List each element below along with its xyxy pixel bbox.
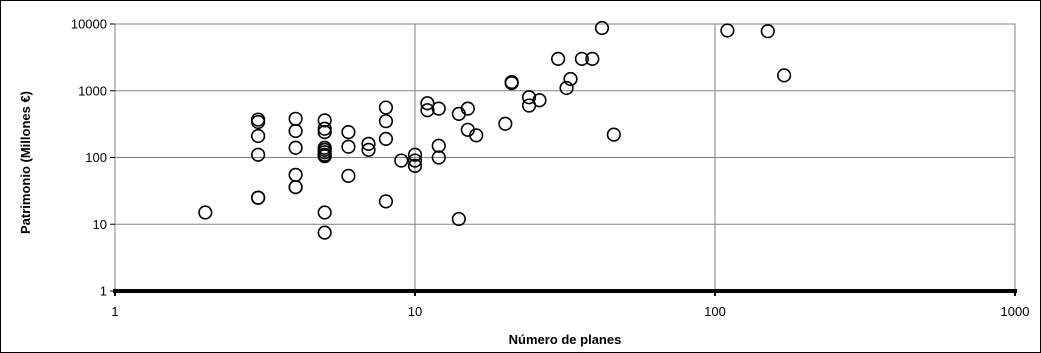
data-point bbox=[606, 127, 621, 142]
data-point bbox=[251, 147, 266, 162]
data-point bbox=[288, 180, 303, 195]
data-point bbox=[469, 128, 484, 143]
data-point bbox=[378, 100, 394, 115]
data-point bbox=[317, 113, 332, 128]
data-point bbox=[574, 51, 589, 67]
data-point bbox=[251, 128, 266, 144]
y-tick-label: 10000 bbox=[71, 17, 107, 32]
data-point bbox=[288, 111, 303, 126]
data-point bbox=[498, 116, 513, 131]
data-point bbox=[407, 158, 423, 173]
x-tick-label: 1 bbox=[111, 304, 118, 319]
data-point bbox=[378, 194, 394, 209]
data-point bbox=[532, 93, 547, 108]
data-point bbox=[777, 68, 792, 83]
data-point bbox=[431, 101, 446, 116]
data-point bbox=[361, 142, 376, 157]
data-point bbox=[317, 205, 332, 220]
data-point bbox=[378, 131, 394, 146]
data-point bbox=[317, 225, 332, 240]
data-point bbox=[760, 24, 775, 39]
y-tick-label: 1 bbox=[100, 284, 107, 299]
y-axis-title: Patrimonio (Millones €) bbox=[18, 91, 33, 234]
data-point bbox=[341, 139, 356, 154]
data-point bbox=[341, 168, 356, 184]
data-point bbox=[378, 114, 394, 129]
y-tick-label: 10 bbox=[93, 217, 107, 232]
data-point bbox=[431, 150, 446, 165]
data-point bbox=[361, 136, 376, 151]
data-point bbox=[585, 51, 600, 67]
data-point bbox=[251, 114, 266, 130]
data-point bbox=[460, 101, 475, 116]
x-tick-label: 10 bbox=[408, 304, 422, 319]
gridlines bbox=[114, 23, 1016, 292]
x-tick-label: 1000 bbox=[1001, 304, 1030, 319]
data-point bbox=[317, 148, 332, 164]
data-point bbox=[431, 138, 446, 153]
data-point bbox=[251, 190, 266, 205]
data-point bbox=[451, 211, 466, 227]
data-point bbox=[317, 125, 332, 140]
data-point bbox=[594, 20, 610, 36]
data-point bbox=[394, 153, 409, 168]
data-point bbox=[317, 121, 332, 136]
y-tick-label: 1000 bbox=[78, 83, 107, 98]
data-point bbox=[420, 96, 435, 111]
data-point bbox=[521, 90, 537, 105]
data-point bbox=[563, 71, 578, 87]
data-point bbox=[407, 147, 423, 162]
x-axis-title: Número de planes bbox=[509, 332, 622, 347]
data-point bbox=[288, 167, 303, 182]
x-tick-labels: 1 10 100 1000 bbox=[111, 291, 1029, 319]
x-tick-label: 100 bbox=[704, 304, 726, 319]
data-point bbox=[198, 205, 213, 220]
y-tick-labels: 1 10 100 1000 10000 bbox=[71, 17, 115, 299]
data-point bbox=[720, 23, 735, 38]
data-point bbox=[559, 80, 574, 96]
data-point bbox=[504, 74, 519, 90]
data-point bbox=[341, 125, 356, 140]
data-point bbox=[288, 140, 303, 155]
data-point bbox=[407, 153, 423, 168]
data-point bbox=[288, 123, 303, 139]
y-tick-label: 100 bbox=[85, 150, 107, 165]
data-point bbox=[551, 51, 566, 67]
data-points bbox=[198, 20, 792, 240]
data-point bbox=[420, 103, 435, 118]
